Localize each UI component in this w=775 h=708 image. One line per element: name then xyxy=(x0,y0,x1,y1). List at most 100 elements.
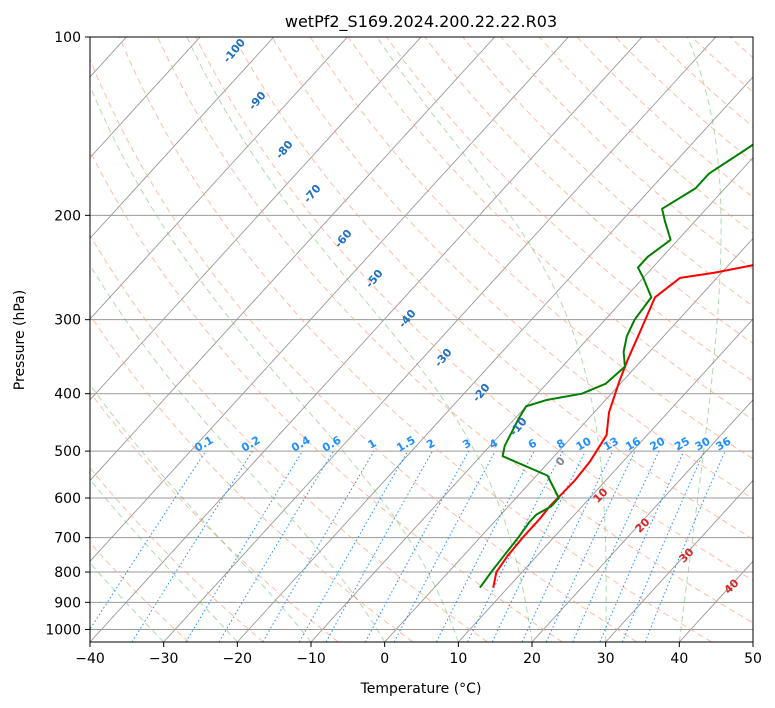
dry-adiabat-label: -90 xyxy=(246,89,269,113)
chart-title: wetPf2_S169.2024.200.22.22.R03 xyxy=(285,12,557,32)
dry-adiabat-line xyxy=(90,58,638,642)
dry-adiabat-line xyxy=(90,149,563,642)
dry-adiabat-line xyxy=(118,37,712,642)
moist-adiabat-line xyxy=(186,37,533,642)
dry-adiabat-line xyxy=(90,391,339,642)
moist-adiabat-label: 40 xyxy=(722,576,742,596)
dry-adiabat-line xyxy=(90,234,488,642)
x-tick-label: 20 xyxy=(523,651,541,667)
isotherm-line xyxy=(605,479,753,642)
dry-adiabat-line xyxy=(347,37,753,421)
y-tick-label: 1000 xyxy=(45,622,81,638)
dry-adiabat-line xyxy=(691,37,753,93)
moist-adiabat-label: 30 xyxy=(677,545,697,565)
dry-adiabat-line xyxy=(615,37,753,163)
x-tick-label: 10 xyxy=(449,651,467,667)
mixing-ratio-line xyxy=(364,450,470,642)
temperature-line xyxy=(492,264,753,588)
mixing-ratio-line xyxy=(572,450,660,642)
y-tick-label: 800 xyxy=(54,565,81,581)
dry-adiabat-line xyxy=(653,37,753,128)
mixing-ratio-line xyxy=(521,450,614,642)
dry-adiabat-line xyxy=(90,542,190,642)
dry-adiabat-line xyxy=(90,467,264,642)
dry-adiabat-line xyxy=(309,37,753,460)
dry-adiabat-label: -80 xyxy=(273,138,296,162)
isotherm-line xyxy=(458,318,753,642)
y-tick-label: 700 xyxy=(54,531,81,547)
x-axis-title: Temperature (°C) xyxy=(360,681,482,697)
moist-adiabat-line xyxy=(752,639,753,642)
moist-adiabat-label: 10 xyxy=(591,485,611,505)
y-tick-label: 500 xyxy=(54,444,81,460)
dry-adiabat-line xyxy=(768,37,775,642)
y-tick-label: 600 xyxy=(54,491,81,507)
dry-adiabat-label: -30 xyxy=(432,346,455,370)
mixing-ratio-label: 6 xyxy=(526,436,539,451)
dry-adiabat-label: -100 xyxy=(220,36,248,66)
mixing-ratio-label: 3 xyxy=(460,437,473,452)
dry-adiabat-label: -70 xyxy=(301,182,324,206)
x-tick-label: 40 xyxy=(670,651,688,667)
y-tick-label: 300 xyxy=(54,313,81,329)
isotherm-line xyxy=(531,399,753,642)
dry-adiabat-line xyxy=(424,37,753,344)
moist-adiabat-line xyxy=(90,264,386,642)
isotherm-line xyxy=(90,37,643,642)
dry-adiabat-line xyxy=(538,37,753,234)
dewpoint-line xyxy=(479,143,753,589)
mixing-ratio-label: 2 xyxy=(424,437,437,452)
isotherm-line xyxy=(90,37,201,159)
dry-adiabat-line xyxy=(233,37,753,540)
x-tick-label: −30 xyxy=(149,651,179,667)
moist-adiabat-label: 20 xyxy=(633,515,653,535)
y-axis-title: Pressure (hPa) xyxy=(12,290,28,390)
mixing-ratio-line xyxy=(545,450,636,642)
moist-adiabat-line xyxy=(90,478,238,642)
isotherm-line xyxy=(90,37,348,320)
mixing-ratio-line xyxy=(599,450,685,642)
moist-adiabat-line xyxy=(376,37,607,642)
moist-adiabat-line xyxy=(90,84,459,642)
mixing-ratio-line xyxy=(185,450,303,642)
dry-adiabat-line xyxy=(195,37,753,582)
mixing-ratio-line xyxy=(218,450,334,642)
y-tick-label: 900 xyxy=(54,595,81,611)
mixing-ratio-line xyxy=(467,450,564,642)
y-tick-label: 200 xyxy=(54,208,81,224)
mixing-ratio-line xyxy=(262,450,375,642)
moist-adiabat-line xyxy=(90,383,312,642)
dry-adiabat-label: -40 xyxy=(396,307,419,331)
dry-adiabat-line xyxy=(729,37,753,59)
isotherm-line xyxy=(90,37,275,240)
isotherm-line xyxy=(90,37,496,482)
mixing-ratio-line xyxy=(621,450,705,642)
y-tick-label: 100 xyxy=(54,30,81,46)
mixing-ratio-line xyxy=(131,450,254,642)
isotherm-line xyxy=(384,237,753,642)
mixing-ratio-line xyxy=(393,450,496,642)
x-tick-label: −10 xyxy=(296,651,326,667)
mixing-ratio-label: 4 xyxy=(487,436,500,451)
dry-adiabat-label: -20 xyxy=(470,381,493,405)
x-tick-label: −20 xyxy=(223,651,253,667)
isotherm-line xyxy=(90,37,569,562)
x-tick-label: 30 xyxy=(597,651,615,667)
x-tick-label: 50 xyxy=(744,651,762,667)
moist-adiabat-label: 0 xyxy=(553,454,568,469)
plot-frame xyxy=(89,36,754,643)
mixing-ratio-line xyxy=(644,450,726,642)
dry-adiabat-line xyxy=(462,37,753,307)
dry-adiabat-line xyxy=(157,37,753,624)
isotherm-line xyxy=(237,76,753,642)
isotherm-line xyxy=(90,37,422,401)
y-tick-label: 400 xyxy=(54,387,81,403)
mixing-ratio-line xyxy=(491,450,586,642)
isotherm-line xyxy=(752,641,753,642)
mixing-ratio-line xyxy=(325,450,433,642)
x-tick-label: 0 xyxy=(380,651,389,667)
isotherm-line xyxy=(163,37,717,642)
dry-adiabat-label: -50 xyxy=(363,267,386,291)
